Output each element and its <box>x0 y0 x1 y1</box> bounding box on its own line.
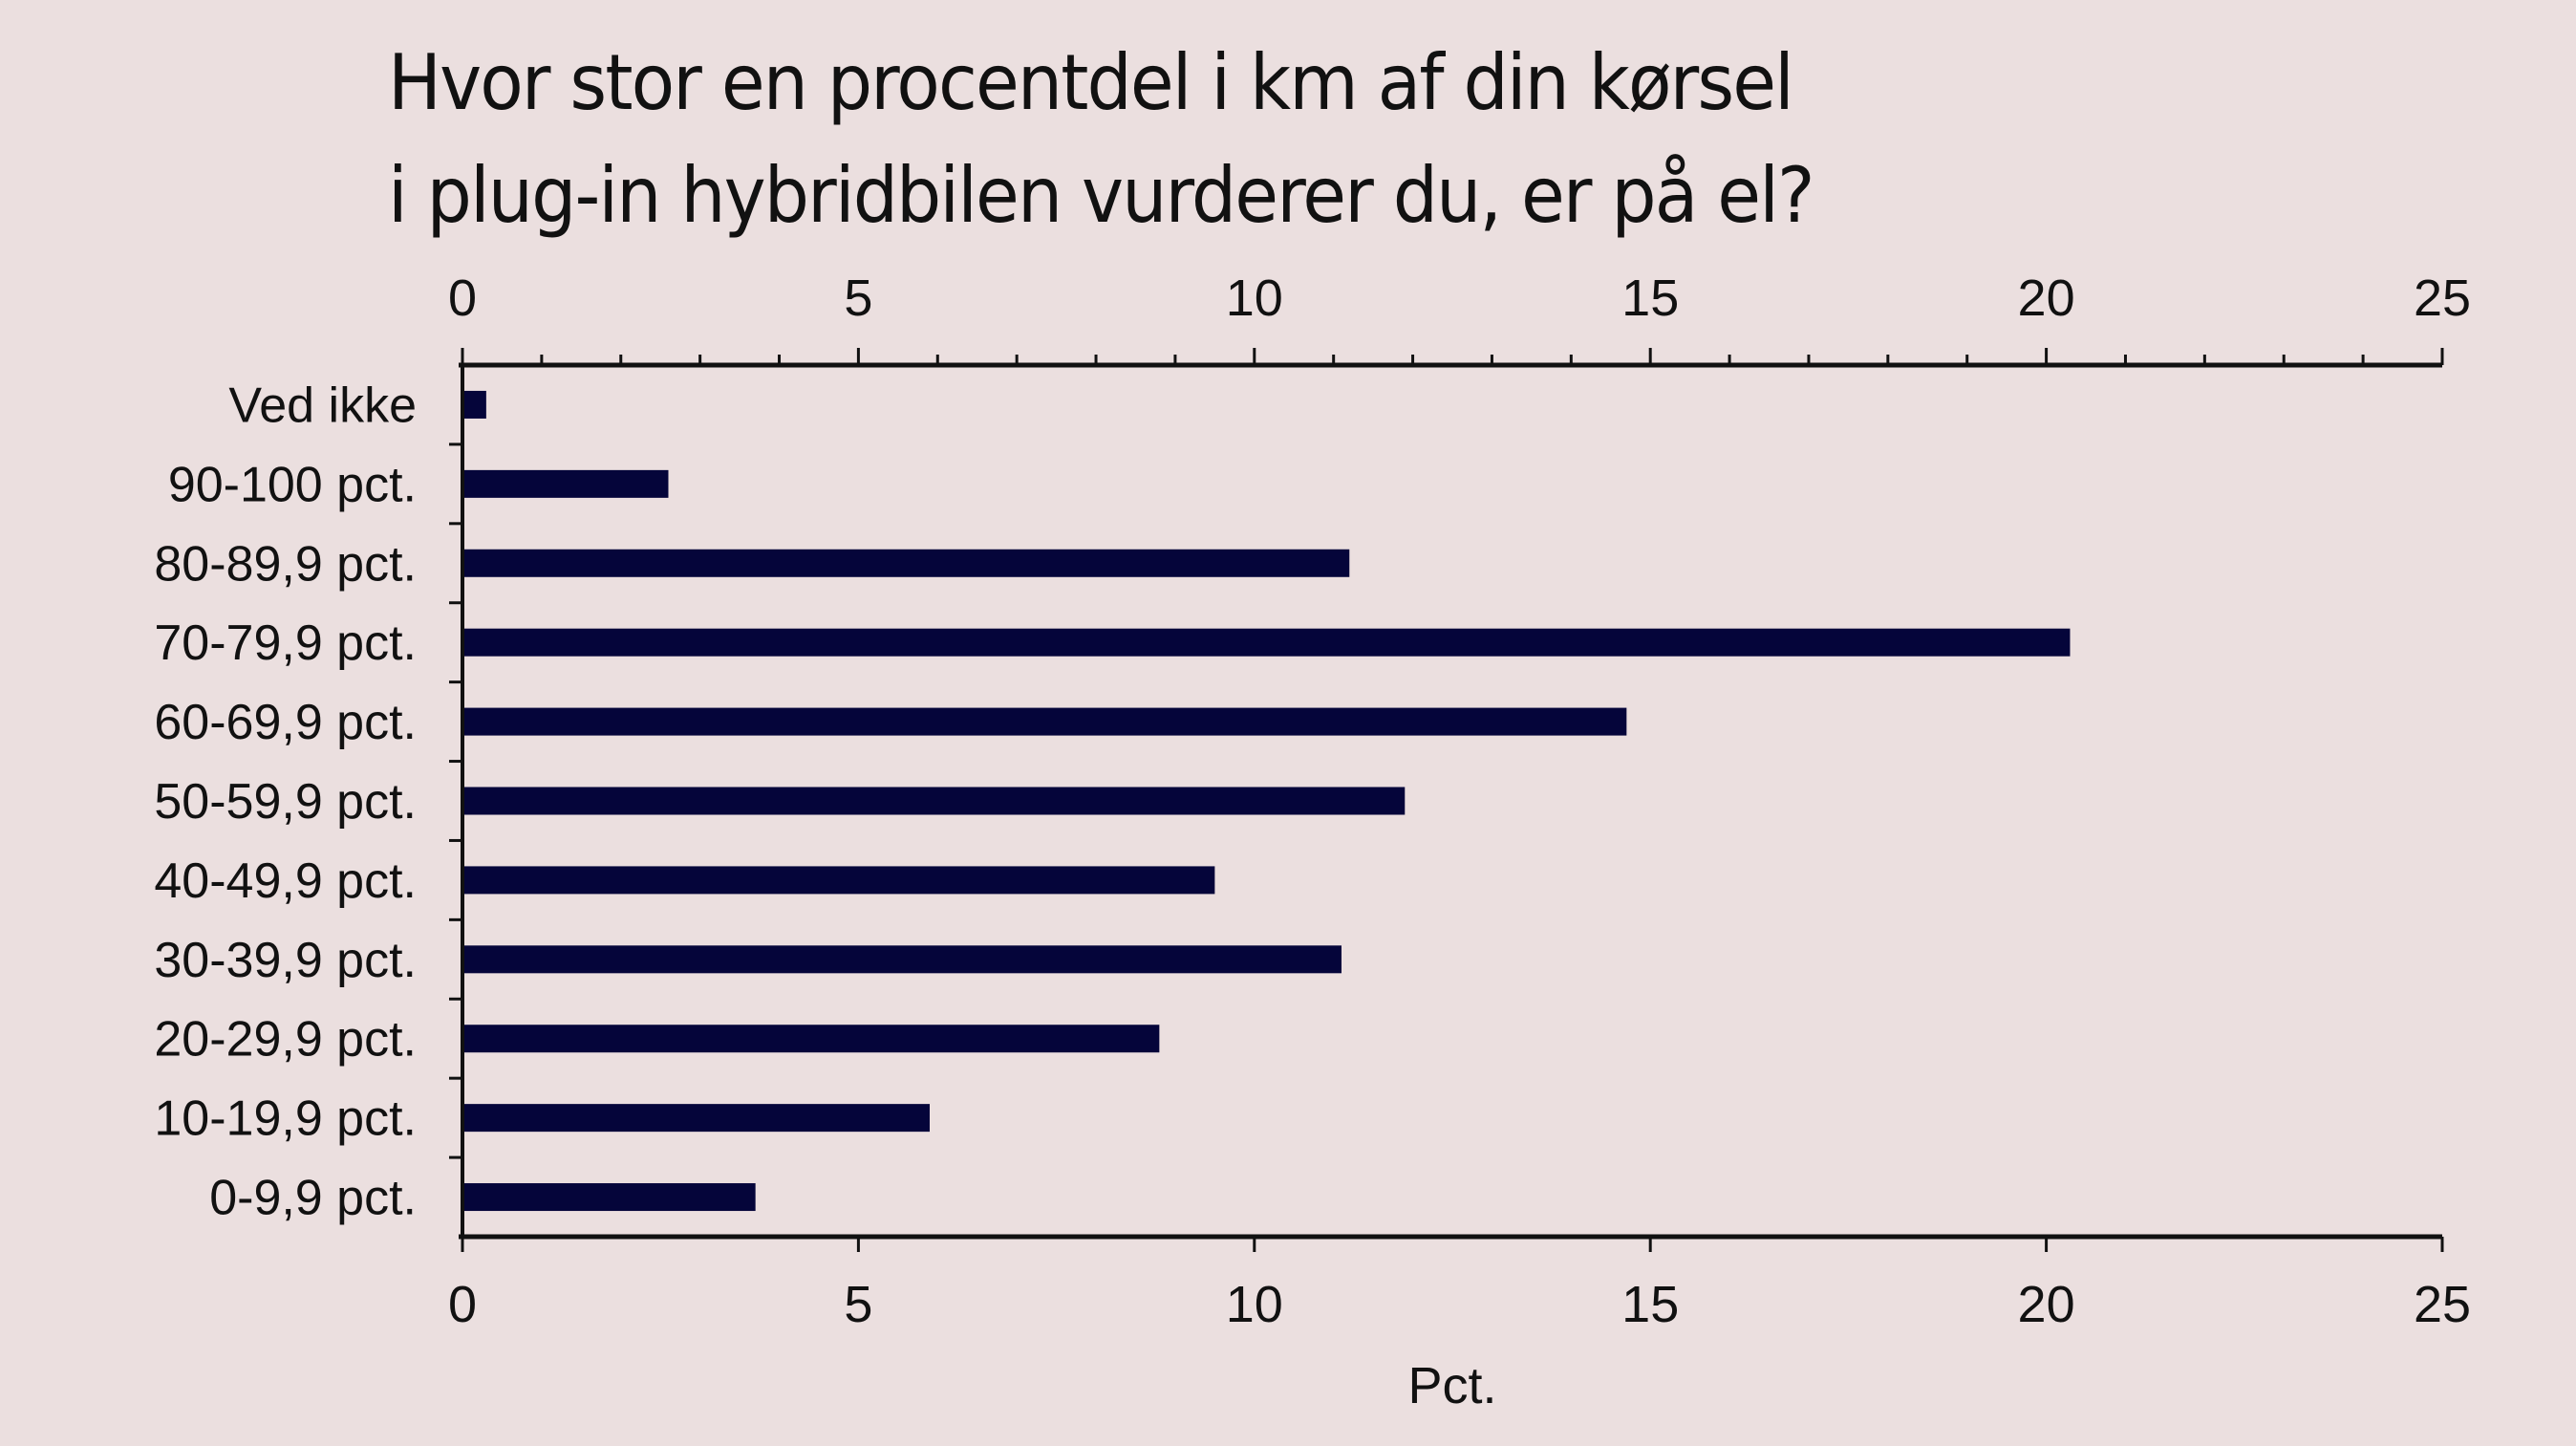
chart-title: Hvor stor en procentdel i km af din kørs… <box>388 27 1815 252</box>
bar <box>464 469 669 498</box>
bar <box>464 787 1406 815</box>
bar <box>464 1025 1160 1053</box>
top-tick-label: 15 <box>1621 270 1679 327</box>
top-tick-label: 20 <box>2018 270 2075 327</box>
x-axis-title: Pct. <box>1407 1357 1496 1414</box>
bottom-x-axis: 0 5 10 15 20 25 <box>448 1234 2471 1333</box>
chart-title-line-1: Hvor stor en procentdel i km af din kørs… <box>388 38 1794 127</box>
category-label: 60-69,9 pct. <box>154 695 417 750</box>
top-tick-label: 0 <box>448 270 477 327</box>
bottom-tick-label: 5 <box>844 1276 872 1333</box>
category-label: 50-59,9 pct. <box>154 774 417 830</box>
top-tick-label: 25 <box>2414 270 2471 327</box>
bar <box>464 390 486 419</box>
category-label: 10-19,9 pct. <box>154 1091 417 1147</box>
bottom-tick-label: 25 <box>2414 1276 2471 1333</box>
bottom-tick-label: 15 <box>1621 1276 1679 1333</box>
bar <box>464 945 1342 974</box>
chart-title-line-2: i plug-in hybridbilen vurderer du, er på… <box>388 151 1815 240</box>
bar <box>464 866 1215 895</box>
bar <box>464 1104 930 1133</box>
bar <box>464 628 2071 657</box>
bottom-tick-label: 20 <box>2018 1276 2075 1333</box>
category-label: 0-9,9 pct. <box>209 1171 417 1226</box>
top-tick-label: 5 <box>844 270 872 327</box>
category-labels: Ved ikke 90-100 pct. 80-89,9 pct. 70-79,9 p… <box>154 378 417 1225</box>
category-label: 90-100 pct. <box>168 457 417 512</box>
category-label: 20-29,9 pct. <box>154 1012 417 1068</box>
category-label: 70-79,9 pct. <box>154 615 417 671</box>
bar <box>464 1183 756 1212</box>
top-tick-label: 10 <box>1226 270 1283 327</box>
y-axis <box>449 365 464 1237</box>
category-label: 30-39,9 pct. <box>154 933 417 988</box>
category-label: Ved ikke <box>228 378 417 433</box>
bottom-tick-label: 0 <box>448 1276 477 1333</box>
category-label: 40-49,9 pct. <box>154 853 417 909</box>
bottom-tick-label: 10 <box>1226 1276 1283 1333</box>
bar <box>464 707 1627 736</box>
category-label: 80-89,9 pct. <box>154 536 417 592</box>
bars <box>464 390 2071 1212</box>
bar <box>464 549 1350 577</box>
top-x-axis: 0 5 10 15 20 25 <box>448 270 2471 368</box>
